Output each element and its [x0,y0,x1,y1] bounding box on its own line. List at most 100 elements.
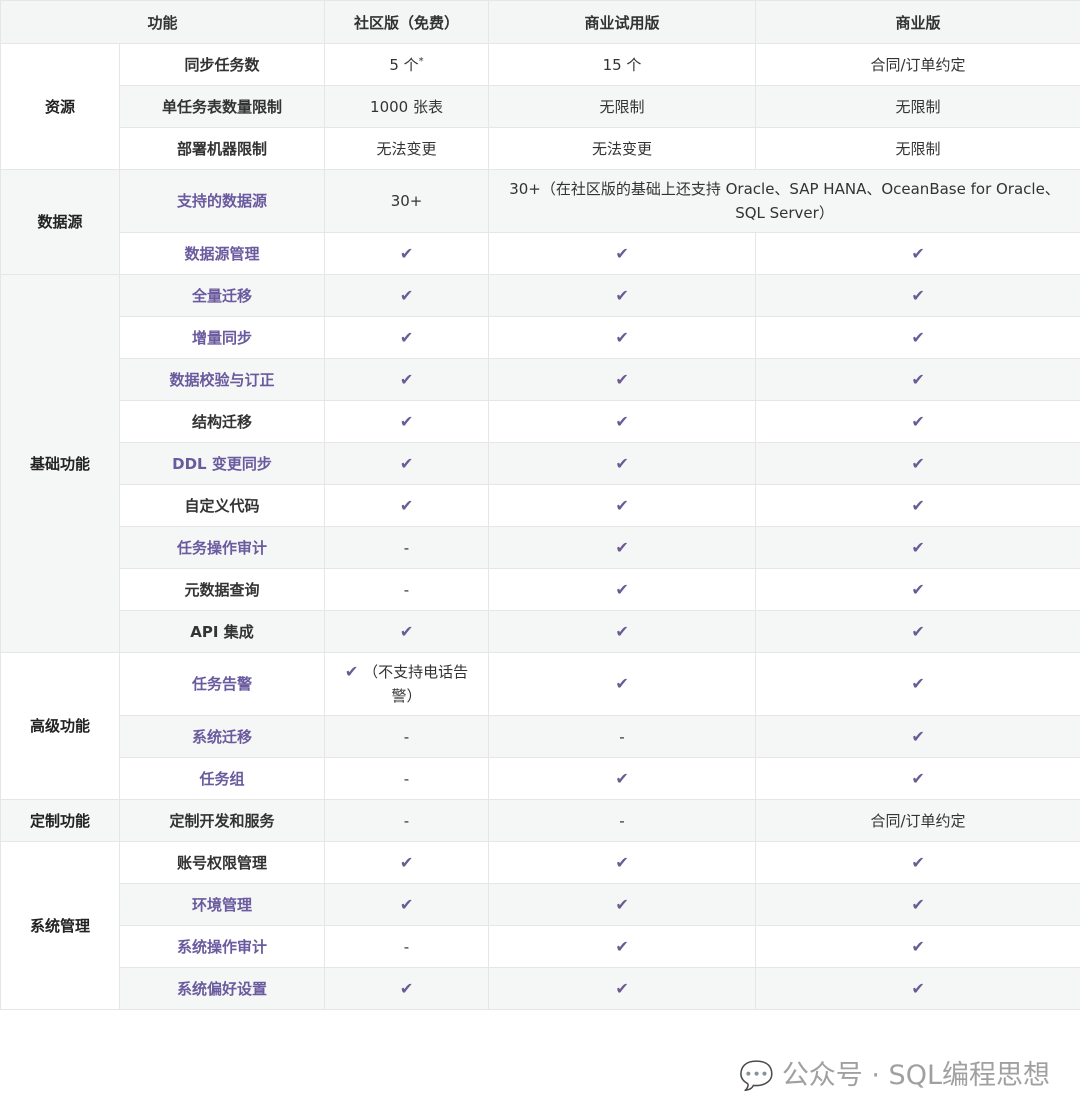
feature-name[interactable]: 系统偏好设置 [118,967,326,1010]
feature-name[interactable]: 系统操作审计 [118,925,326,968]
trial-value: ✔ [488,484,757,527]
commercial-value: ✔ [755,883,1080,926]
feature-name[interactable]: 数据校验与订正 [118,358,326,401]
community-value: - [324,757,490,800]
table-row: 任务操作审计 - ✔ ✔ [1,526,1080,569]
feature-name[interactable]: DDL 变更同步 [118,442,326,485]
feature-name[interactable]: 支持的数据源 [118,169,326,233]
dash: - [403,538,410,557]
check-icon: ✔ [399,496,414,515]
table-row: 系统管理 账号权限管理 ✔ ✔ ✔ [0,841,1080,1010]
header-row: 功能 社区版（免费） 商业试用版 商业版 [0,0,1080,44]
commercial-value: 合同/订单约定 [755,43,1080,86]
feature-name[interactable]: 任务告警 [118,652,326,716]
check-icon: ✔ [911,244,925,263]
check-icon: ✔ [911,674,925,693]
commercial-value: ✔ [755,442,1080,485]
feature-name: 自定义代码 [118,484,326,527]
table-row: 数据校验与订正 ✔ ✔ ✔ [1,358,1080,401]
check-icon: ✔ [911,979,925,998]
trial-value: ✔ [488,841,757,884]
commercial-value: ✔ [755,484,1080,527]
feature-name: API 集成 [118,610,326,653]
feature-name: 部署机器限制 [118,127,326,170]
community-value: - [324,568,490,611]
check-icon: ✔ [615,538,629,557]
feature-name[interactable]: 任务操作审计 [118,526,326,569]
feature-name: 账号权限管理 [118,841,326,884]
trial-value: - [488,715,757,758]
check-icon: ✔ [615,328,629,347]
dash: - [619,811,625,830]
check-icon: ✔ [911,937,925,956]
table-row: 数据源 支持的数据源 30+ 30+（在社区版的基础上还支持 Oracle、SAP H… [0,169,1080,275]
check-icon: ✔ [399,286,414,305]
feature-name: 单任务表数量限制 [118,85,326,128]
commercial-value: ✔ [755,715,1080,758]
trial-commercial-value: 30+（在社区版的基础上还支持 Oracle、SAP HANA、OceanBas… [488,169,1080,233]
community-value: ✔ [324,400,490,443]
trial-value: - [488,799,757,842]
feature-name[interactable]: 数据源管理 [118,232,326,275]
check-icon: ✔ [399,370,414,389]
community-value: ✔ [324,967,490,1010]
dash: - [403,580,410,599]
header-trial: 商业试用版 [488,0,757,44]
trial-value: ✔ [488,610,757,653]
trial-value: ✔ [488,232,757,275]
check-icon: ✔ [399,328,414,347]
community-value: ✔ （不支持电话告警） [324,652,490,716]
commercial-value: ✔ [755,757,1080,800]
feature-name: 定制开发和服务 [118,799,326,842]
check-icon: ✔ [615,412,629,431]
trial-value: ✔ [488,568,757,611]
trial-value: ✔ [488,400,757,443]
check-icon: ✔ [911,496,925,515]
feature-name[interactable]: 系统迁移 [118,715,326,758]
community-value: 无法变更 [324,127,490,170]
check-icon: ✔ [911,769,925,788]
check-icon: ✔ [911,328,925,347]
check-icon: ✔ [911,580,925,599]
community-value: - [324,715,490,758]
watermark-text: 公众号 · SQL编程思想 [781,1060,1050,1091]
edition-comparison-table: 功能 社区版（免费） 商业试用版 商业版 资源 同步任务数 5 个* 15 个合同/订… [0,0,1080,1010]
trial-value: 无法变更 [488,127,757,170]
dash: - [619,727,625,746]
community-value: ✔ [324,883,490,926]
table-row: 增量同步 ✔ ✔ ✔ [1,316,1080,359]
header-community: 社区版（免费） [324,0,490,44]
community-value: ✔ [324,841,490,884]
table-row: 部署机器限制 无法变更 无法变更 无限制 [1,127,1080,170]
community-value: 30+ [324,169,490,233]
check-icon: ✔ [615,622,629,641]
trial-value: 无限制 [488,85,757,128]
table-row: 系统偏好设置 ✔ ✔ ✔ [1,967,1080,1010]
check-icon: ✔ [399,454,414,473]
feature-name[interactable]: 全量迁移 [118,274,326,317]
commercial-value: 无限制 [755,127,1080,170]
trial-value: ✔ [488,442,757,485]
feature-name[interactable]: 增量同步 [118,316,326,359]
feature-name[interactable]: 环境管理 [118,883,326,926]
trial-value: ✔ [488,358,757,401]
check-icon: ✔ [911,370,925,389]
check-icon: ✔ [399,895,414,914]
check-icon: ✔ [615,853,629,872]
commercial-value: ✔ [755,400,1080,443]
check-icon: ✔ [615,244,629,263]
check-icon: ✔ [615,370,629,389]
trial-value: ✔ [488,925,757,968]
category-cell: 资源 [0,43,120,170]
table-row: 基础功能 全量迁移 ✔ ✔ ✔ [0,274,1080,653]
table-row: API 集成 ✔ ✔ ✔ [1,610,1080,653]
community-value: ✔ [324,442,490,485]
check-icon: ✔ [615,937,629,956]
community-value: - [324,799,490,842]
check-icon: ✔ [911,853,925,872]
check-icon: ✔ [399,412,414,431]
commercial-value: ✔ [755,841,1080,884]
community-value: 5 个* [324,43,490,86]
check-icon: ✔ [911,286,925,305]
feature-name[interactable]: 任务组 [118,757,326,800]
